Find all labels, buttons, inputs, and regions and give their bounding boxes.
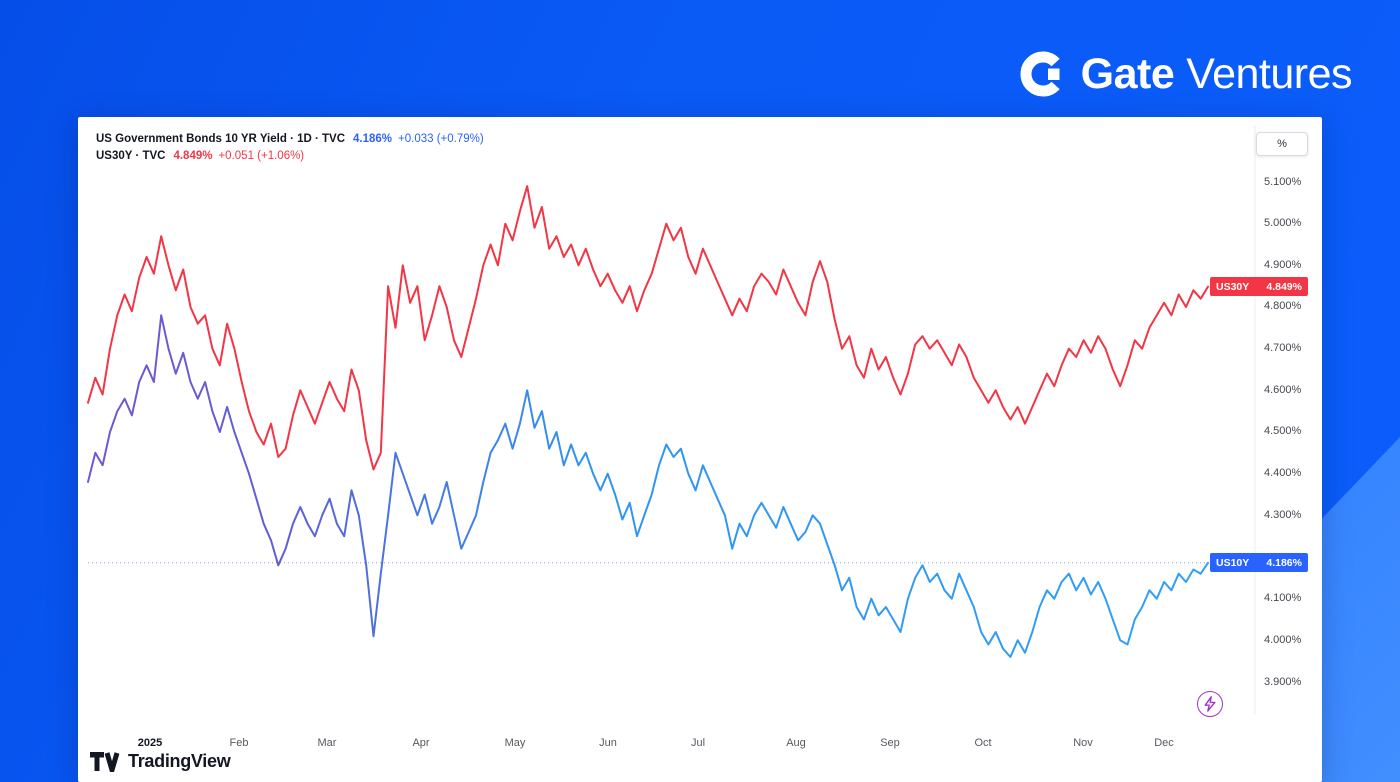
us30y-price-badge[interactable]: US30Y 4.849% [1210, 277, 1308, 296]
brand-ventures-text: Ventures [1186, 49, 1352, 98]
chart-card: US Government Bonds 10 YR Yield · 1D · T… [78, 117, 1322, 782]
time-axis-label: Oct [974, 737, 992, 749]
time-axis-label: May [504, 737, 526, 749]
price-axis-label: 4.700% [1264, 342, 1302, 354]
price-axis-label: 5.000% [1264, 217, 1302, 229]
time-axis[interactable]: 2025 Feb Mar Apr May Jun Jul Aug Sep Oct Nov Dec [78, 717, 1255, 749]
price-axis-label: 4.900% [1264, 259, 1302, 271]
tradingview-logo-icon [90, 751, 120, 772]
time-axis-label: Sep [880, 737, 900, 749]
us30y-badge-symbol: US30Y [1216, 280, 1250, 293]
tradingview-wordmark: TradingView [128, 751, 231, 771]
time-axis-label: Feb [229, 737, 249, 749]
price-axis-label: 4.800% [1264, 300, 1302, 312]
legend-row-us30y[interactable]: US30Y · TVC 4.849% +0.051 (+1.06%) [96, 148, 484, 165]
time-axis-label: Jun [599, 737, 617, 749]
legend-us10y-change: +0.033 (+0.79%) [398, 133, 484, 145]
gate-ventures-logo: Gate Ventures [1017, 48, 1352, 100]
tradingview-attribution[interactable]: TradingView [90, 751, 231, 772]
legend-us30y-title[interactable]: US30Y · TVC [96, 150, 166, 162]
time-axis-label: Apr [412, 737, 430, 749]
time-axis-label: 2025 [137, 737, 163, 749]
chart-plot[interactable] [78, 117, 1322, 782]
legend-row-us10y[interactable]: US Government Bonds 10 YR Yield · 1D · T… [96, 131, 484, 148]
time-axis-label: Mar [317, 737, 337, 749]
chart-legend: US Government Bonds 10 YR Yield · 1D · T… [96, 131, 484, 165]
legend-us30y-value: 4.849% [173, 150, 213, 162]
time-axis-label: Nov [1073, 737, 1093, 749]
price-axis-label: 4.400% [1264, 467, 1302, 479]
gate-logo-icon [1020, 51, 1060, 97]
us10y-badge-symbol: US10Y [1216, 556, 1250, 569]
brand-gate-text: Gate [1080, 49, 1175, 98]
price-axis-label: 4.300% [1264, 509, 1302, 521]
brand-wordmark: Gate Ventures [1080, 49, 1353, 99]
price-axis-label: 4.000% [1264, 634, 1302, 646]
us10y-line[interactable] [87, 314, 1209, 658]
legend-us30y-change: +0.051 (+1.06%) [218, 150, 305, 162]
price-axis-label: 4.500% [1264, 425, 1302, 437]
us10y-badge-price: 4.186% [1266, 556, 1302, 569]
lightning-button[interactable] [1197, 691, 1223, 717]
lightning-icon [1204, 696, 1216, 712]
price-axis[interactable]: 5.100% 5.000% 4.900% 4.800% 4.700% 4.600% 4.50… [1256, 117, 1322, 737]
time-axis-label: Jul [690, 737, 706, 749]
percent-scale-button[interactable]: % [1256, 132, 1308, 156]
time-axis-label: Dec [1154, 737, 1174, 749]
price-axis-label: 3.900% [1264, 676, 1302, 688]
legend-us10y-value: 4.186% [353, 133, 393, 145]
price-axis-label: 4.100% [1264, 592, 1302, 604]
us10y-price-badge[interactable]: US10Y 4.186% [1210, 553, 1308, 572]
legend-us10y-title[interactable]: US Government Bonds 10 YR Yield · 1D · T… [96, 133, 346, 145]
us30y-badge-price: 4.849% [1266, 280, 1302, 293]
price-axis-label: 4.600% [1264, 384, 1302, 396]
time-axis-label: Aug [786, 737, 806, 749]
us30y-line[interactable] [87, 185, 1209, 471]
price-axis-label: 5.100% [1264, 176, 1302, 188]
